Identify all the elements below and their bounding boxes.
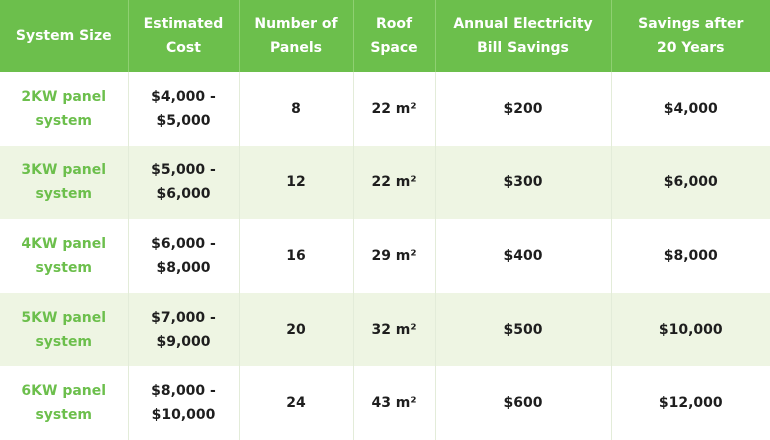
table-cell: 22 m²: [352, 145, 435, 220]
table-body: 2KW panel system $4,000 - $5,000 8 22 m² $20…: [0, 72, 770, 440]
header-cell: Number of Panels: [238, 0, 353, 72]
table-cell: 20: [238, 292, 353, 367]
system-size-cell: 3KW panel system: [0, 145, 128, 220]
table-row: 4KW panel system $6,000 - $8,000 16 29 m² $4…: [0, 219, 770, 293]
system-size-cell: 4KW panel system: [0, 219, 128, 293]
header-cell: Savings after 20 Years: [610, 0, 770, 72]
table-cell: $6,000: [610, 145, 770, 220]
table-cell: 22 m²: [352, 72, 435, 146]
table-cell: 16: [238, 219, 353, 293]
table-row: 6KW panel system $8,000 - $10,000 24 43 m² $…: [0, 366, 770, 440]
header-cell: System Size: [0, 0, 128, 72]
table-cell: $6,000 - $8,000: [127, 219, 239, 293]
table-cell: 32 m²: [352, 292, 435, 367]
table-row: 5KW panel system $7,000 - $9,000 20 32 m² $5…: [0, 292, 770, 367]
system-size-cell: 6KW panel system: [0, 366, 128, 440]
table-cell: $500: [434, 292, 611, 367]
system-size-cell: 5KW panel system: [0, 292, 128, 367]
header-cell: Annual Electricity Bill Savings: [434, 0, 611, 72]
table-cell: $200: [434, 72, 611, 146]
table-cell: $600: [434, 366, 611, 440]
table-cell: 12: [238, 145, 353, 220]
table-cell: $10,000: [610, 292, 770, 367]
table-cell: $400: [434, 219, 611, 293]
table-cell: $300: [434, 145, 611, 220]
table-cell: $8,000: [610, 219, 770, 293]
table-cell: 43 m²: [352, 366, 435, 440]
table-cell: 29 m²: [352, 219, 435, 293]
table-row: 3KW panel system $5,000 - $6,000 12 22 m² $3…: [0, 145, 770, 220]
header-cell: Estimated Cost: [127, 0, 239, 72]
table-cell: $5,000 - $6,000: [127, 145, 239, 220]
table-cell: $12,000: [610, 366, 770, 440]
table-cell: $7,000 - $9,000: [127, 292, 239, 367]
table-cell: $8,000 - $10,000: [127, 366, 239, 440]
header-row: System Size Estimated Cost Number of Panel…: [0, 0, 770, 72]
table-cell: $4,000 - $5,000: [127, 72, 239, 146]
table-cell: 8: [238, 72, 353, 146]
table-cell: $4,000: [610, 72, 770, 146]
system-size-cell: 2KW panel system: [0, 72, 128, 146]
table-row: 2KW panel system $4,000 - $5,000 8 22 m² $20…: [0, 72, 770, 146]
header-cell: Roof Space: [352, 0, 435, 72]
table-cell: 24: [238, 366, 353, 440]
